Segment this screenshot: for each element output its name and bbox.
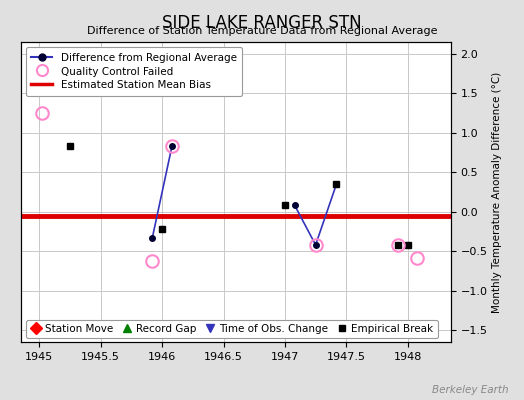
Text: SIDE LAKE RANGER STN: SIDE LAKE RANGER STN	[162, 14, 362, 32]
Legend: Station Move, Record Gap, Time of Obs. Change, Empirical Break: Station Move, Record Gap, Time of Obs. C…	[26, 320, 438, 338]
Text: Berkeley Earth: Berkeley Earth	[432, 385, 508, 395]
Text: Difference of Station Temperature Data from Regional Average: Difference of Station Temperature Data f…	[87, 26, 437, 36]
Y-axis label: Monthly Temperature Anomaly Difference (°C): Monthly Temperature Anomaly Difference (…	[492, 71, 501, 313]
